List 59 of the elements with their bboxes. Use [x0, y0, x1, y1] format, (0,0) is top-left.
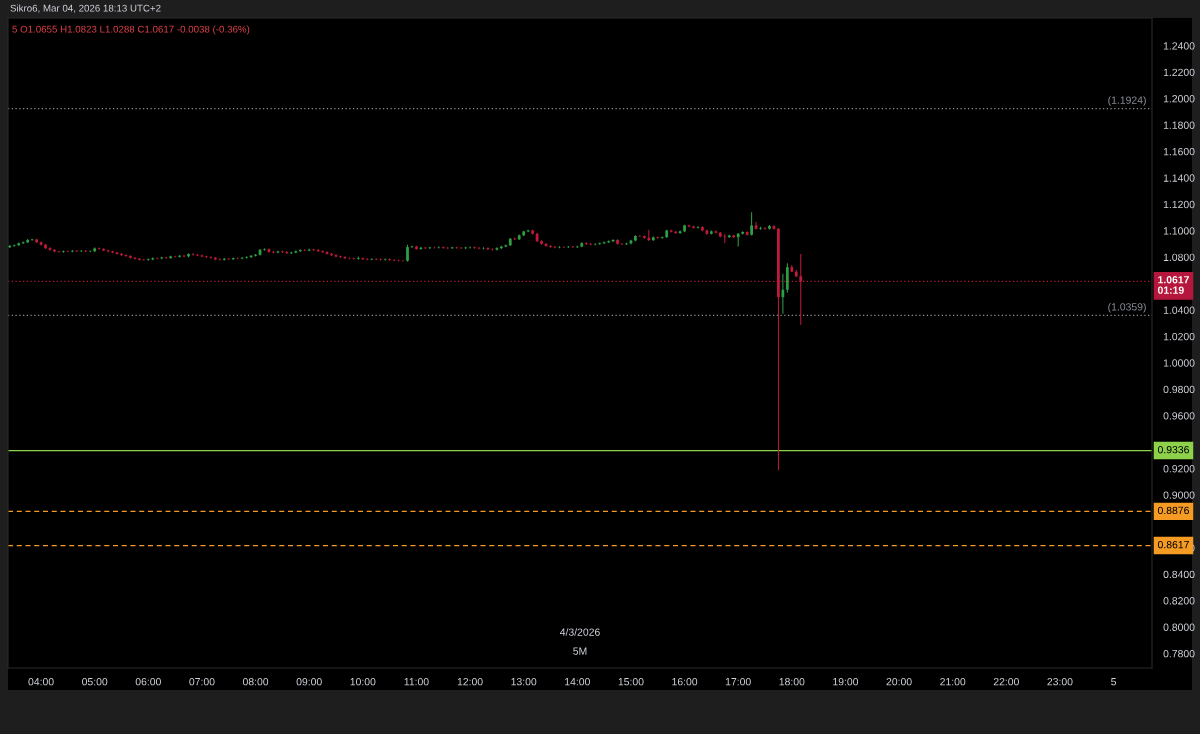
- candlestick: [785, 262, 789, 294]
- y-tick-label: 0.9800: [1163, 385, 1195, 394]
- y-tick-label: 1.1200: [1163, 200, 1195, 209]
- x-tick-label: 19:00: [833, 678, 859, 686]
- text: 5 O1.0655 H1.0823 L1.0288 C1.0617 -0.0038 (-0.36%): [12, 25, 250, 35]
- y-tick-label: 0.8400: [1163, 570, 1195, 579]
- y-tick-label: 1.1600: [1163, 147, 1195, 156]
- x-tick-label: 07:00: [189, 678, 215, 686]
- x-tick-label: 06:00: [135, 678, 161, 686]
- y-tick-label: 1.2200: [1163, 68, 1195, 77]
- x-tick-label: 21:00: [940, 678, 966, 686]
- ref-line-label: (1.0359): [1108, 302, 1146, 313]
- y-tick-label: 0.9000: [1163, 491, 1195, 499]
- x-tick-label: 11:00: [404, 678, 429, 686]
- x-tick-label: 17:00: [725, 678, 751, 686]
- candlestick: [352, 257, 356, 261]
- ref-line-label: (1.1924): [1108, 96, 1146, 106]
- ref-line-label: 0.8617: [1157, 540, 1189, 549]
- x-tick-label: 23:00: [1047, 678, 1073, 686]
- x-tick-label: 13:00: [511, 678, 537, 686]
- x-tick-label: 5: [1111, 678, 1117, 686]
- x-tick-label: 04:00: [28, 678, 54, 686]
- y-tick-label: 1.1400: [1163, 174, 1195, 182]
- candlestick: [750, 211, 753, 237]
- ref-line-label: 0.8876: [1157, 506, 1189, 515]
- y-tick-label: 1.0400: [1163, 306, 1195, 314]
- x-tick-label: 16:00: [672, 678, 698, 686]
- ref-line-label: 1.0617 01:19: [1157, 276, 1189, 294]
- ref-line-label: 0.9336: [1157, 445, 1189, 454]
- chart-title: Sikro6, Mar 04, 2026 18:13 UTC+2: [10, 4, 161, 13]
- x-tick-label: 05:00: [82, 678, 108, 686]
- y-tick-label: 0.9600: [1163, 412, 1195, 420]
- x-tick-label: 12:00: [457, 678, 483, 686]
- y-tick-label: 1.0200: [1163, 332, 1195, 341]
- x-tick-label: 10:00: [350, 678, 376, 686]
- y-tick-label: 1.0000: [1163, 359, 1195, 367]
- annotation: 5M: [573, 647, 587, 655]
- y-tick-label: 1.2400: [1163, 42, 1195, 50]
- x-tick-label: 20:00: [886, 678, 912, 686]
- candlestick: [57, 250, 61, 254]
- x-tick-label: 22:00: [993, 678, 1019, 686]
- x-tick-label: 18:00: [779, 678, 805, 686]
- y-tick-label: 0.9200: [1163, 465, 1195, 473]
- candlestick: [30, 238, 34, 242]
- candlestick: [263, 247, 266, 252]
- y-tick-label: 1.0800: [1163, 253, 1195, 261]
- x-tick-label: 08:00: [242, 678, 269, 686]
- y-tick-label: 0.8000: [1163, 623, 1195, 631]
- candlestick: [781, 273, 785, 315]
- candlestick: [356, 255, 360, 261]
- x-tick-label: 14:00: [565, 678, 590, 686]
- x-tick-label: 15:00: [618, 678, 644, 686]
- y-tick-label: 1.1800: [1163, 121, 1195, 129]
- y-tick-label: 1.2000: [1163, 95, 1195, 103]
- y-tick-label: 0.7800: [1163, 649, 1195, 658]
- x-tick-label: 09:00: [296, 678, 322, 686]
- y-tick-label: 1.1000: [1163, 227, 1195, 235]
- y-tick-label: 0.8200: [1163, 597, 1195, 605]
- annotation: 4/3/2026: [559, 628, 600, 636]
